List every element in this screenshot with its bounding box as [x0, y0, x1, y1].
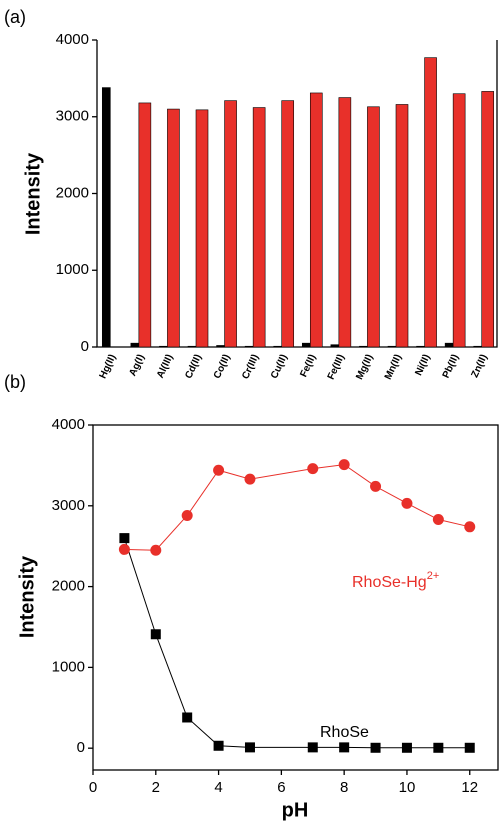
x-axis-label: pH [282, 799, 309, 821]
x-tick-label: 4 [214, 779, 222, 796]
marker [401, 497, 413, 509]
y-tick-label: 4000 [56, 31, 89, 48]
y-tick-label: 2000 [52, 578, 85, 595]
marker [401, 742, 412, 753]
bar [159, 345, 168, 348]
marker [432, 514, 444, 526]
x-tick-label: Ni(II) [413, 353, 432, 378]
x-tick-label: Cu(II) [269, 353, 290, 381]
y-tick-label: 3000 [56, 108, 89, 125]
axis-line [96, 40, 498, 348]
x-tick-label: 8 [340, 779, 348, 796]
x-tick-label: 12 [461, 779, 478, 796]
bar [195, 109, 209, 348]
bar [367, 106, 380, 348]
bar [424, 57, 437, 348]
y-tick-label: 2000 [56, 184, 89, 201]
y-tick-label: 0 [81, 338, 89, 355]
bar [444, 342, 454, 348]
series-label: RhoSe [320, 724, 369, 741]
x-tick-label: 10 [399, 779, 416, 796]
bar [224, 100, 237, 348]
marker [307, 742, 318, 753]
series-line [123, 537, 470, 749]
marker [339, 742, 350, 753]
x-tick-label: Pb(II) [441, 353, 462, 380]
x-tick-label: 6 [277, 779, 285, 796]
bar [167, 108, 180, 348]
marker [213, 464, 225, 476]
y-tick-label: 3000 [52, 497, 85, 514]
bar [273, 345, 283, 348]
bar [387, 345, 397, 348]
marker [213, 740, 224, 751]
panel-label: (b) [4, 372, 26, 392]
marker [150, 544, 162, 556]
marker [119, 533, 130, 544]
x-tick-label: Mg(II) [354, 353, 375, 382]
y-tick-label: 0 [77, 739, 85, 756]
marker [370, 480, 382, 492]
x-tick-label: Mn(II) [383, 353, 404, 382]
marker [181, 509, 193, 521]
bar [130, 342, 140, 348]
marker [244, 742, 255, 753]
bar [416, 345, 425, 348]
x-tick-label: Fe(II) [298, 353, 318, 379]
x-tick-label: Hg(II) [98, 353, 119, 381]
x-tick-label: Zn(II) [470, 353, 490, 380]
x-tick-label: 0 [89, 779, 97, 796]
x-tick-label: Al(III) [155, 353, 176, 380]
series-line [124, 464, 470, 551]
bar [244, 345, 254, 348]
marker [433, 742, 444, 753]
panel-label: (a) [4, 7, 26, 27]
marker [338, 459, 350, 471]
y-axis-label: Intensity [22, 152, 44, 235]
marker [118, 543, 130, 555]
x-tick-label: Fe(III) [326, 353, 347, 382]
bar [330, 344, 340, 348]
y-axis-label: Intensity [16, 555, 38, 638]
series-label: RhoSe-Hg2+ [352, 570, 439, 591]
x-tick-label: Co(II) [212, 353, 233, 381]
bar [395, 104, 409, 348]
bar [252, 107, 266, 348]
bar [187, 345, 197, 348]
marker [244, 473, 256, 485]
bar [481, 91, 495, 348]
marker [307, 463, 319, 475]
marker [464, 521, 476, 533]
marker [464, 742, 475, 753]
marker [150, 629, 161, 640]
bar [338, 97, 352, 348]
bar [452, 93, 466, 348]
bar [138, 102, 152, 348]
y-tick-label: 4000 [52, 416, 85, 433]
bar [309, 92, 323, 348]
x-tick-label: Cr(III) [240, 353, 261, 381]
bar [359, 345, 368, 348]
marker [182, 712, 193, 723]
bar [473, 345, 483, 348]
bar [216, 345, 225, 348]
x-tick-label: 2 [152, 779, 160, 796]
bar [301, 342, 311, 348]
y-tick-label: 1000 [52, 658, 85, 675]
bar [101, 87, 111, 348]
x-tick-label: Ag(I) [127, 353, 147, 378]
plot-frame [92, 424, 499, 771]
x-tick-label: Cd(II) [183, 353, 204, 381]
marker [370, 742, 381, 753]
bar [281, 100, 295, 348]
y-tick-label: 1000 [56, 261, 89, 278]
